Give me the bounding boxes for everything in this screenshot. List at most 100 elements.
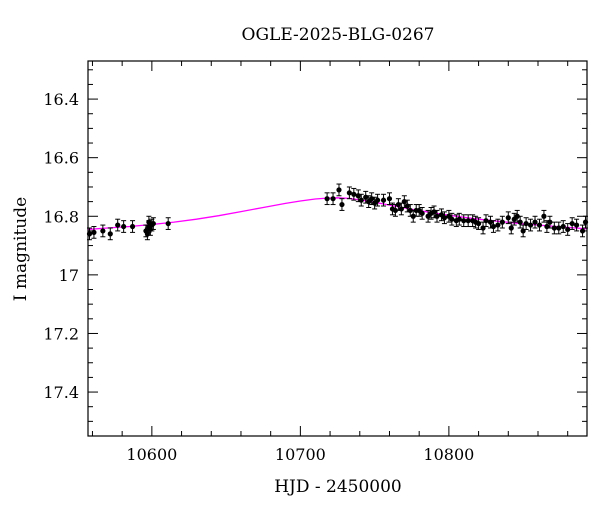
point-marker [339, 201, 345, 208]
y-tick-label: 16.4 [43, 90, 79, 109]
data-point [339, 198, 345, 211]
data-point [569, 217, 575, 230]
data-point [115, 218, 121, 232]
data-point [551, 221, 557, 235]
y-tick-label: 17 [59, 266, 79, 285]
point-marker [358, 197, 364, 203]
point-marker [483, 218, 489, 224]
point-marker [490, 223, 497, 230]
data-point [556, 221, 562, 235]
point-marker [330, 196, 336, 202]
point-marker [527, 222, 534, 228]
data-point [330, 192, 336, 206]
point-marker [392, 207, 399, 214]
data-point [434, 209, 440, 223]
data-point [91, 226, 97, 239]
data-point [380, 193, 387, 207]
x-tick-label: 10600 [126, 445, 177, 464]
point-marker [574, 222, 580, 228]
x-tick-label: 10700 [275, 445, 326, 464]
data-point [121, 220, 127, 233]
y-tick-label: 16.6 [43, 149, 79, 168]
point-marker [505, 215, 511, 221]
point-marker [324, 196, 330, 202]
data-point [505, 211, 511, 225]
point-marker [456, 216, 462, 222]
data-point [547, 215, 553, 229]
data-point [499, 215, 505, 229]
point-marker [461, 218, 467, 224]
plot-frame [87, 60, 588, 437]
axis-ticks: 10600 10700 10800 16.4 16.6 16.8 17 17.2 17.4 [43, 61, 587, 464]
point-marker [441, 215, 448, 221]
point-marker [165, 220, 171, 227]
point-marker [346, 190, 352, 196]
data-point [574, 218, 580, 232]
point-marker [107, 231, 113, 237]
data-point [560, 220, 566, 233]
point-marker [514, 213, 520, 219]
data-point [441, 211, 448, 225]
point-marker [91, 229, 97, 235]
point-marker [536, 222, 543, 228]
x-axis-label: HJD - 2450000 [274, 477, 402, 497]
point-marker [541, 213, 547, 219]
point-marker [517, 219, 523, 225]
point-marker [560, 223, 566, 230]
y-tick-label: 16.8 [43, 207, 79, 226]
data-point [129, 220, 136, 233]
data-point [475, 217, 482, 230]
data-point [520, 224, 526, 238]
data-point [461, 214, 467, 228]
data-point [107, 227, 113, 241]
point-marker [556, 225, 562, 231]
point-marker [115, 222, 121, 228]
data-point [419, 206, 425, 220]
point-marker [569, 220, 575, 227]
data-point [536, 218, 543, 232]
point-marker [508, 225, 514, 231]
data-point [541, 209, 547, 223]
data-point [565, 223, 571, 236]
data-point [165, 217, 171, 230]
point-marker [434, 213, 440, 219]
point-marker [351, 191, 357, 197]
point-marker [336, 187, 342, 193]
x-tick-label: 10800 [423, 445, 474, 464]
point-marker [579, 228, 586, 234]
data-point [150, 217, 156, 230]
point-marker [380, 197, 387, 203]
point-marker [551, 225, 557, 231]
data-point [346, 186, 352, 200]
data-point [517, 215, 523, 229]
point-marker [121, 223, 127, 230]
point-marker [547, 219, 553, 225]
data-point [483, 214, 489, 228]
point-marker [475, 220, 482, 227]
point-marker [532, 219, 538, 225]
point-marker [410, 213, 416, 219]
data-point [480, 221, 486, 235]
point-marker [523, 220, 529, 227]
data-point [532, 215, 538, 229]
point-marker [465, 218, 471, 224]
y-axis-label: I magnitude [11, 197, 31, 301]
data-points [86, 183, 589, 241]
y-tick-label: 17.2 [43, 324, 79, 343]
data-point [351, 187, 357, 201]
point-marker [499, 219, 505, 225]
point-marker [407, 207, 413, 214]
data-point [407, 204, 413, 217]
point-marker [150, 220, 156, 227]
data-point [579, 224, 586, 238]
data-point [508, 221, 514, 235]
point-marker [129, 223, 136, 230]
data-point [386, 192, 393, 206]
point-marker [100, 228, 106, 234]
data-point [490, 220, 497, 233]
point-marker [565, 226, 571, 233]
data-point [527, 218, 534, 232]
point-marker [419, 210, 425, 216]
data-point [336, 183, 342, 197]
